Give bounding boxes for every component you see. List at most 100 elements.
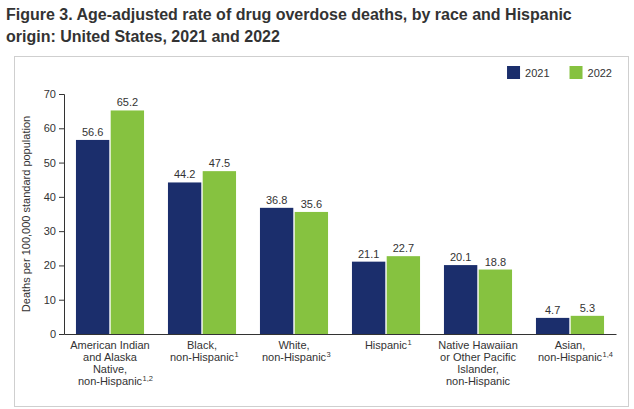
- chart-frame: [15, 57, 629, 407]
- x-axis-line: [65, 334, 617, 335]
- y-tick-mark: [59, 197, 64, 198]
- bar: [444, 265, 477, 334]
- y-tick-label: 60: [44, 122, 56, 134]
- x-tick-footnote: 3: [327, 350, 331, 359]
- x-tick: Native Hawaiianor Other PacificIslander,…: [438, 339, 517, 387]
- bar: [203, 171, 236, 334]
- y-tick-label: 50: [44, 157, 56, 169]
- x-tick: Black,non-Hispanic1: [170, 339, 239, 363]
- text-line: White,: [278, 339, 309, 351]
- text-line: American Indian: [70, 339, 150, 351]
- data-label: 18.8: [485, 256, 506, 268]
- legend-swatch: [570, 66, 583, 79]
- bars: [76, 110, 604, 334]
- text-line: Native Hawaiian: [438, 339, 517, 351]
- bar: [536, 318, 569, 334]
- bar: [387, 256, 420, 334]
- text-line: origin: United States, 2021 and 2022: [6, 28, 280, 45]
- y-tick: 50: [44, 157, 64, 169]
- bar: [295, 212, 328, 334]
- data-label: 21.1: [358, 248, 379, 260]
- legend-label: 2021: [525, 67, 549, 79]
- x-tick-footnote: 1: [408, 338, 412, 347]
- data-label: 56.6: [82, 126, 103, 138]
- legend: 2021 2022: [507, 66, 612, 79]
- text-line: Native,: [93, 363, 127, 375]
- chart-title: Figure 3. Age-adjusted rate of drug over…: [6, 6, 572, 45]
- text-line: Islander,: [457, 363, 499, 375]
- bar: [111, 110, 144, 334]
- text-line: non-Hispanic: [262, 351, 327, 363]
- x-tick: Asian,non-Hispanic1,4: [538, 339, 613, 363]
- y-tick-mark: [59, 231, 64, 232]
- data-labels: 56.6 44.2 36.8 21.1 20.1 4.7 65.2 47.5 35.6 22.7 1…: [82, 96, 595, 315]
- y-tick-mark: [59, 300, 64, 301]
- y-tick: 40: [44, 191, 64, 203]
- x-tick: Hispanic1: [365, 338, 412, 351]
- y-axis: 0 10 20 30 40 50 60 70: [44, 88, 65, 340]
- bar: [260, 208, 293, 334]
- y-tick-mark: [59, 265, 64, 266]
- bar: [479, 270, 512, 334]
- text-line: Hispanic: [365, 339, 408, 351]
- x-tick-label: Asian,non-Hispanic: [538, 339, 603, 363]
- legend-item: 2021: [507, 66, 549, 79]
- text-line: and Alaska: [83, 351, 138, 363]
- x-tick-label: American Indianand AlaskaNative,non-Hisp…: [70, 339, 150, 387]
- data-label: 47.5: [209, 157, 230, 169]
- x-tick-footnote: 1,2: [143, 374, 153, 383]
- y-tick-label: 30: [44, 225, 56, 237]
- y-tick-label: 0: [50, 328, 56, 340]
- data-label: 36.8: [266, 194, 287, 206]
- x-tick-label: Black,non-Hispanic: [170, 339, 235, 363]
- text-line: or Other Pacific: [440, 351, 516, 363]
- data-label: 4.7: [545, 304, 560, 316]
- y-tick: 30: [44, 225, 64, 237]
- text-line: non-Hispanic: [78, 375, 143, 387]
- y-axis-title: Deaths per 100,000 standard population: [20, 116, 32, 312]
- data-label: 22.7: [393, 242, 414, 254]
- x-tick: American Indianand AlaskaNative,non-Hisp…: [70, 339, 153, 387]
- chart-container: Figure 3. Age-adjusted rate of drug over…: [0, 0, 634, 409]
- y-tick-label: 70: [44, 88, 56, 100]
- y-tick: 70: [44, 88, 64, 100]
- y-tick: 60: [44, 122, 64, 134]
- y-tick-mark: [59, 163, 64, 164]
- y-tick-mark: [59, 128, 64, 129]
- y-axis-line: [59, 95, 65, 335]
- data-label: 5.3: [580, 302, 595, 314]
- y-tick-label: 40: [44, 191, 56, 203]
- x-tick-label: White,non-Hispanic: [262, 339, 327, 363]
- legend-swatch: [507, 66, 520, 79]
- text-line: non-Hispanic: [170, 351, 235, 363]
- y-tick: 10: [44, 294, 64, 306]
- y-tick-label: 20: [44, 259, 56, 271]
- chart-svg: Figure 3. Age-adjusted rate of drug over…: [0, 0, 634, 409]
- y-tick-mark: [59, 94, 64, 95]
- bar: [76, 140, 109, 334]
- x-tick: White,non-Hispanic3: [262, 339, 331, 363]
- text-line: Figure 3. Age-adjusted rate of drug over…: [6, 6, 572, 23]
- x-tick-footnote: 1: [235, 350, 239, 359]
- x-tick-label: Hispanic: [365, 339, 408, 351]
- text-line: Black,: [187, 339, 217, 351]
- x-tick-label: Native Hawaiianor Other PacificIslander,…: [438, 339, 517, 387]
- x-tick-footnote: 1,4: [603, 350, 613, 359]
- text-line: non-Hispanic: [538, 351, 603, 363]
- bar: [168, 182, 201, 334]
- data-label: 20.1: [450, 251, 471, 263]
- x-axis: American Indianand AlaskaNative,non-Hisp…: [65, 335, 617, 387]
- legend-item: 2022: [570, 66, 612, 79]
- y-tick: 0: [50, 328, 64, 340]
- y-tick-label: 10: [44, 294, 56, 306]
- text-line: Asian,: [555, 339, 586, 351]
- legend-label: 2022: [588, 67, 612, 79]
- y-tick-mark: [59, 334, 64, 335]
- data-label: 35.6: [301, 198, 322, 210]
- text-line: non-Hispanic: [446, 375, 511, 387]
- bar: [571, 316, 604, 334]
- data-label: 65.2: [117, 96, 138, 108]
- bar: [352, 262, 385, 334]
- data-label: 44.2: [174, 168, 195, 180]
- y-tick: 20: [44, 259, 64, 271]
